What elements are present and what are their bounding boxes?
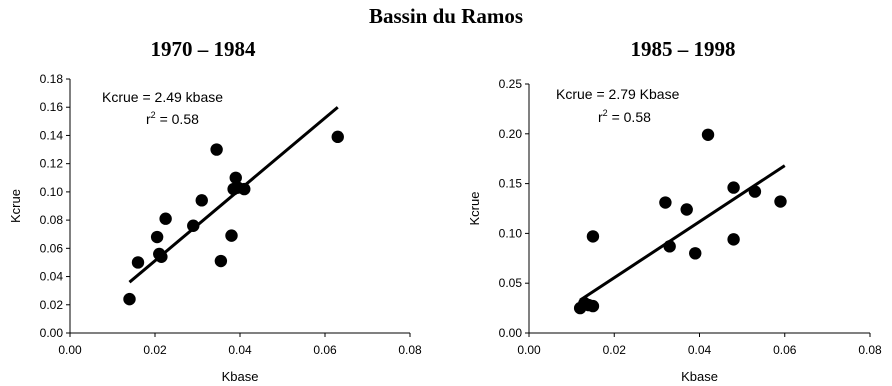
chart-panel-2: 1985 – 1998 0.00 0.05 0.10 0.15 0.20 0.25 0.00 0… — [467, 37, 882, 384]
y-axis-label: Kcrue — [8, 189, 23, 223]
data-point — [123, 292, 136, 306]
panel-title: 1970 – 1984 — [151, 37, 257, 61]
data-point — [586, 230, 600, 243]
data-point — [150, 230, 164, 244]
data-point — [210, 143, 223, 156]
chart-panel-1: 1970 – 1984 0.00 0.02 0.04 0.06 0.08 0.10 0.12 0… — [8, 37, 422, 384]
y-tick-label: 0.10 — [40, 185, 64, 199]
data-point — [131, 256, 145, 269]
y-tick-label: 0.15 — [499, 177, 523, 191]
r-squared-annotation: r2 = 0.58 — [146, 110, 199, 127]
data-point — [689, 247, 702, 260]
data-point — [229, 171, 242, 184]
data-point — [774, 195, 787, 208]
data-point — [701, 128, 715, 141]
data-point — [659, 196, 672, 209]
data-point — [214, 254, 228, 268]
regression-equation: Kcrue = 2.79 Kbase — [556, 86, 680, 102]
x-tick-label: 0.00 — [58, 343, 82, 357]
x-tick-label: 0.06 — [773, 343, 797, 357]
data-point — [195, 194, 208, 207]
x-tick-label: 0.04 — [228, 343, 252, 357]
x-tick-label: 0.08 — [858, 343, 882, 357]
data-point — [225, 229, 238, 242]
y-tick-label: 0.25 — [499, 77, 523, 91]
data-point — [680, 203, 693, 216]
y-tick-label: 0.06 — [40, 241, 64, 255]
y-axis-label: Kcrue — [467, 192, 482, 226]
y-tick-label: 0.14 — [40, 128, 64, 142]
x-axis-label: Kbase — [681, 369, 718, 384]
data-point — [331, 130, 344, 144]
y-tick-label: 0.12 — [40, 157, 64, 171]
y-tick-label: 0.08 — [40, 213, 64, 227]
panel-title: 1985 – 1998 — [631, 37, 736, 61]
x-tick-label: 0.06 — [313, 343, 337, 357]
regression-equation: Kcrue = 2.49 kbase — [102, 89, 223, 105]
x-tick-label: 0.02 — [603, 343, 627, 357]
x-axis-label: Kbase — [222, 369, 259, 384]
y-tick-label: 0.00 — [499, 326, 523, 340]
data-point — [586, 299, 600, 313]
data-point — [159, 212, 172, 225]
figure-title: Bassin du Ramos — [368, 4, 524, 28]
y-tick-label: 0.02 — [40, 298, 64, 312]
y-tick-label: 0.16 — [40, 100, 64, 114]
data-point — [155, 250, 168, 263]
r-squared-annotation: r2 = 0.58 — [598, 108, 651, 125]
x-tick-label: 0.08 — [398, 343, 422, 357]
data-point — [663, 240, 676, 253]
x-tick-label: 0.00 — [517, 343, 541, 357]
x-tick-label: 0.02 — [143, 343, 167, 357]
data-point — [748, 185, 762, 198]
y-tick-label: 0.18 — [40, 72, 64, 86]
data-point — [187, 219, 200, 232]
data-point — [727, 233, 740, 246]
y-tick-label: 0.00 — [40, 326, 64, 340]
y-tick-label: 0.05 — [499, 276, 523, 290]
y-tick-label: 0.10 — [499, 226, 523, 240]
y-tick-label: 0.04 — [40, 270, 64, 284]
y-tick-label: 0.20 — [499, 127, 523, 141]
data-point — [727, 181, 740, 194]
data-point — [238, 182, 251, 196]
x-tick-label: 0.04 — [688, 343, 712, 357]
